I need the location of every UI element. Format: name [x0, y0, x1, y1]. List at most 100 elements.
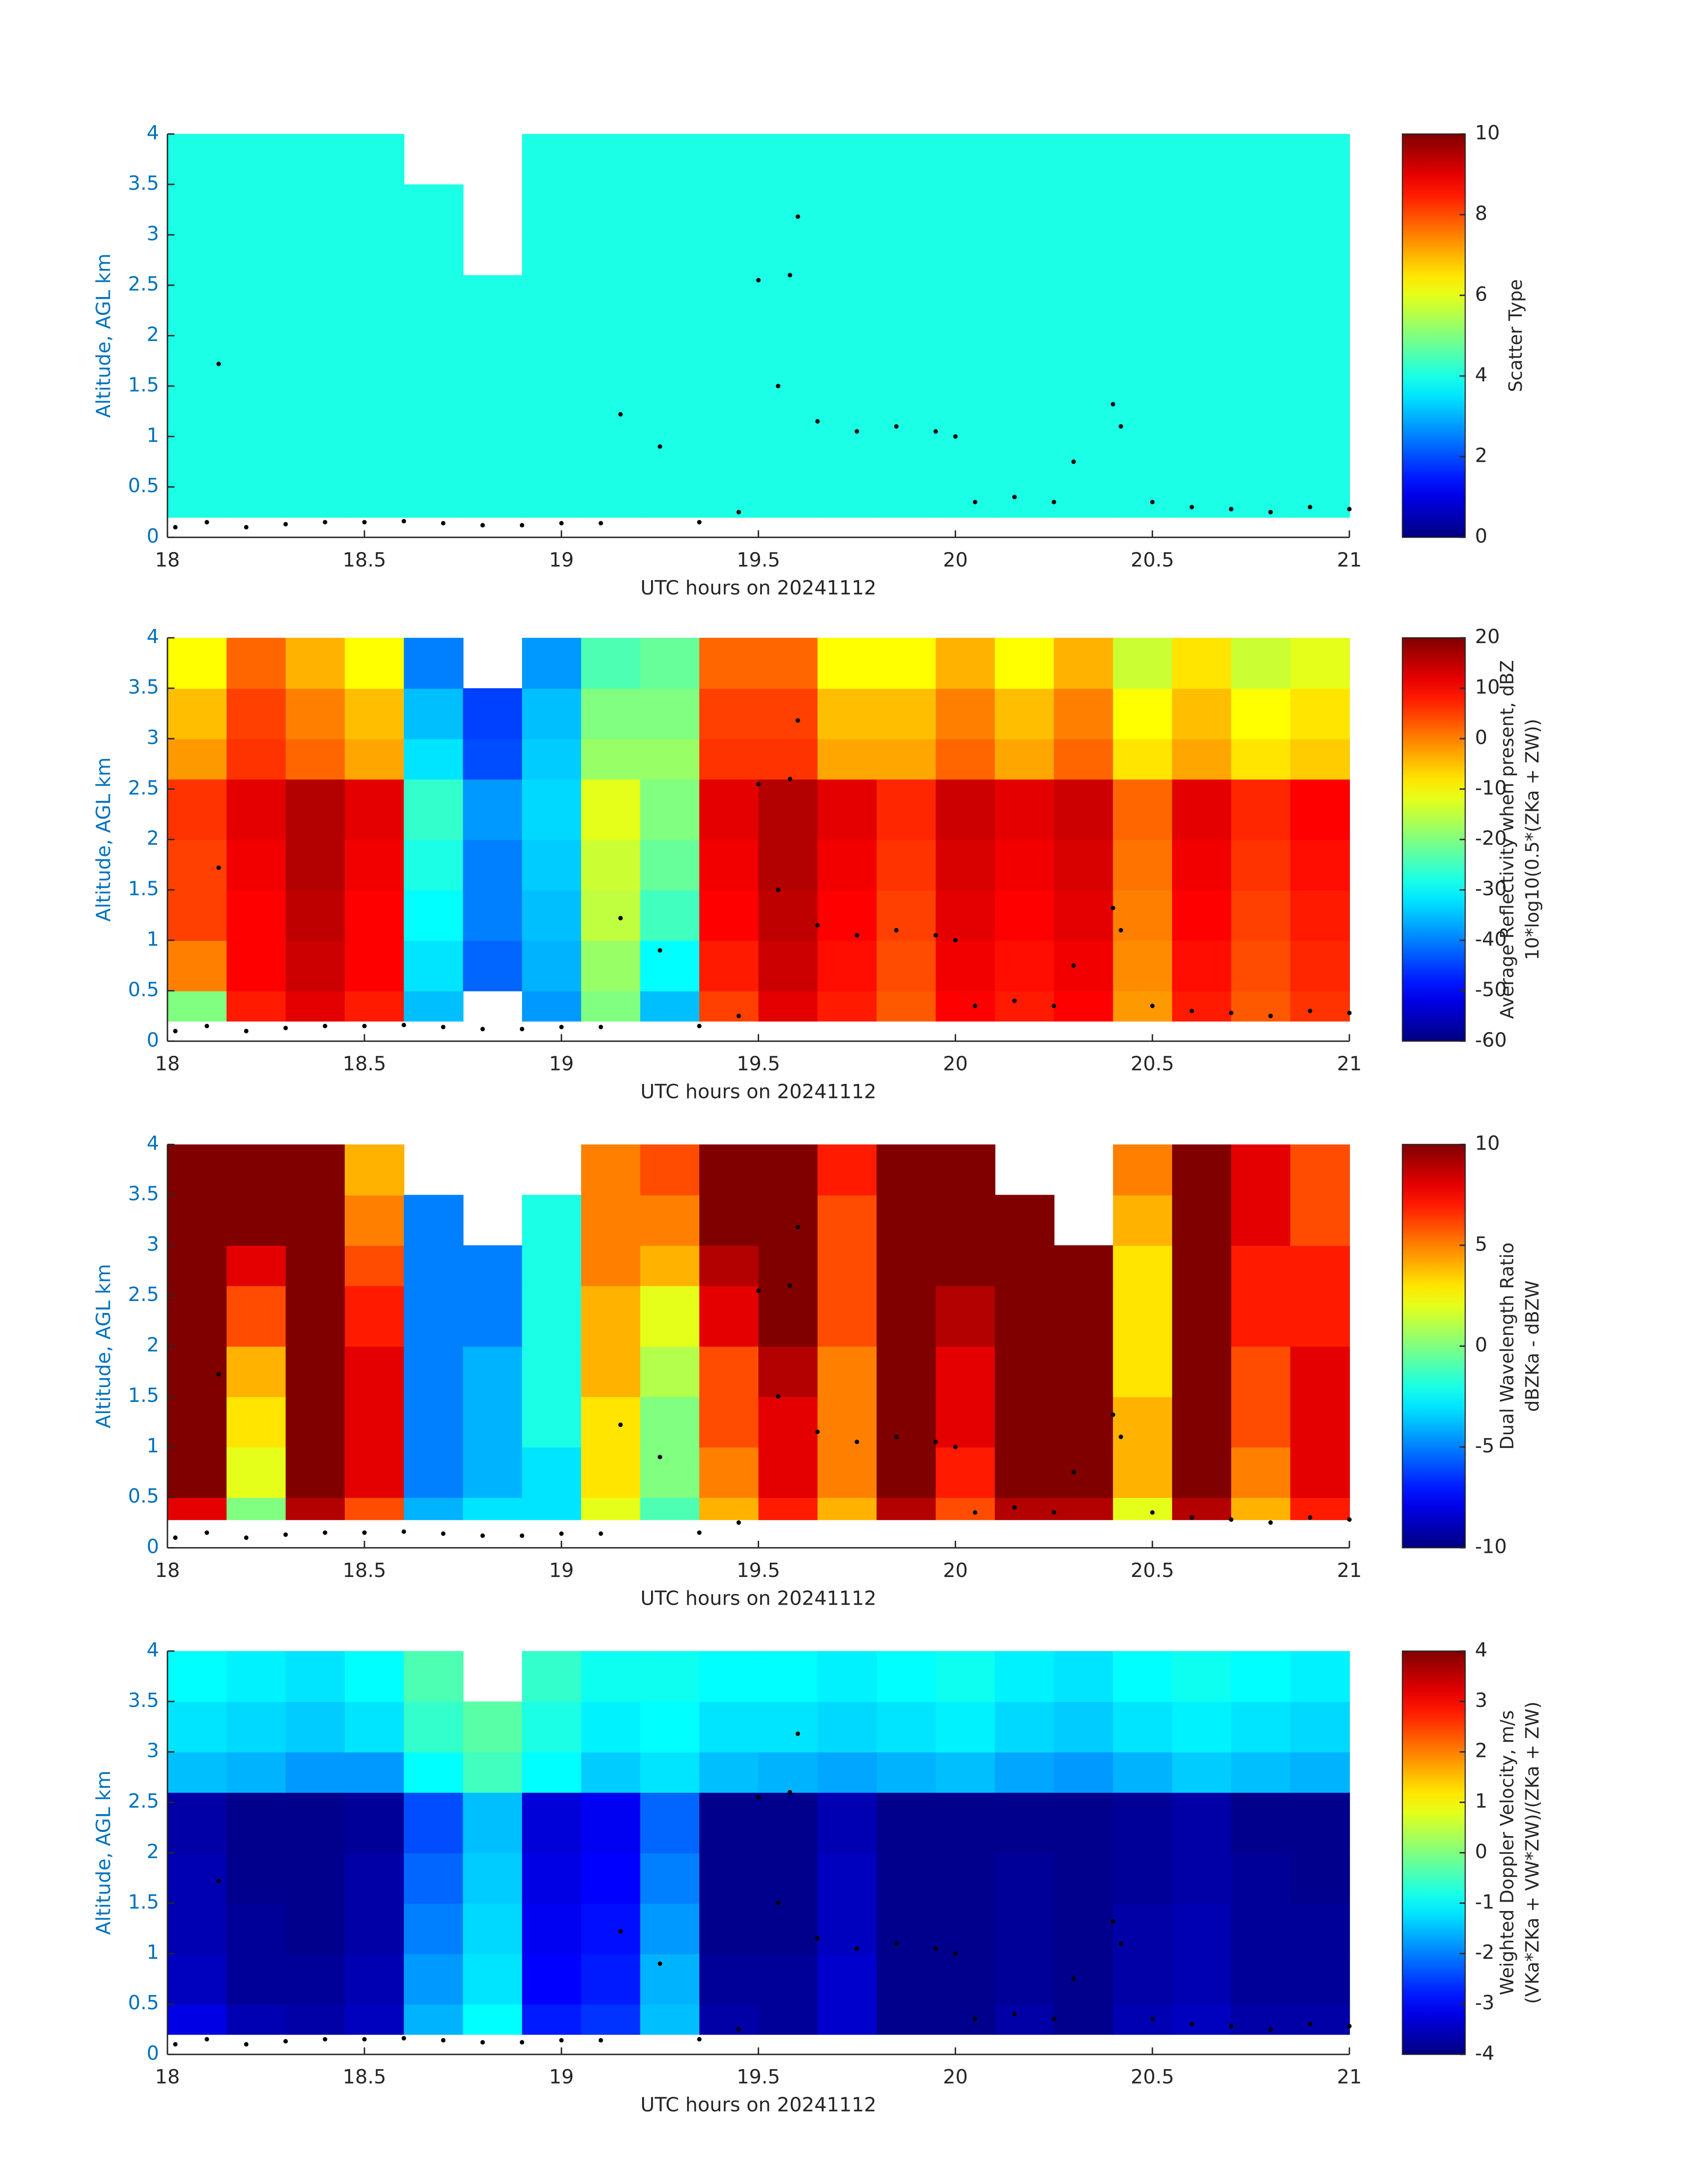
- heatmap-cell: [1290, 1853, 1350, 1904]
- heatmap-cell: [877, 1346, 936, 1397]
- data-point: [855, 933, 860, 938]
- heatmap-cell: [758, 134, 819, 185]
- colorbar-tick-label: -2: [1475, 1941, 1495, 1964]
- heatmap-cell: [758, 638, 819, 689]
- heatmap-cell: [994, 1792, 1055, 1853]
- heatmap-cell: [699, 1144, 759, 1196]
- data-point: [1150, 1510, 1155, 1515]
- data-point: [1189, 505, 1194, 510]
- heatmap-cell: [1172, 1903, 1232, 1954]
- heatmap-cell: [758, 779, 819, 840]
- data-point: [205, 1530, 209, 1535]
- data-point: [657, 948, 662, 953]
- heatmap-cell: [226, 1903, 286, 1954]
- heatmap-cell: [285, 1497, 346, 1520]
- heatmap-cell: [758, 688, 819, 740]
- heatmap-cell: [935, 688, 996, 740]
- heatmap-cell: [817, 1903, 877, 1954]
- heatmap-cell: [758, 436, 819, 488]
- heatmap-cell: [877, 1245, 936, 1286]
- heatmap-cell: [522, 1752, 582, 1793]
- heatmap-cell: [463, 1853, 523, 1904]
- data-point: [401, 1023, 406, 1028]
- data-point: [953, 938, 958, 943]
- heatmap-cell: [994, 2004, 1055, 2035]
- data-point: [953, 1951, 958, 1956]
- heatmap-cell: [522, 275, 582, 336]
- heatmap-cell: [581, 991, 641, 1022]
- heatmap-cell: [640, 275, 700, 336]
- heatmap-cell: [226, 1701, 286, 1752]
- heatmap-cell: [1054, 1903, 1114, 1954]
- heatmap-cell: [758, 839, 819, 891]
- heatmap-cell: [581, 436, 641, 488]
- heatmap-cell: [1231, 1285, 1291, 1347]
- heatmap-cell: [1054, 1396, 1114, 1448]
- x-tick-label: 19.5: [737, 548, 780, 571]
- heatmap-cell: [1113, 688, 1173, 740]
- heatmap-cell: [226, 1245, 286, 1286]
- heatmap-cell: [463, 1903, 523, 1954]
- data-point: [657, 1961, 662, 1966]
- x-tick-label: 18.5: [342, 548, 386, 571]
- y-tick-label: 0.5: [128, 1991, 159, 2014]
- heatmap-cell: [935, 779, 996, 840]
- heatmap-cell: [1172, 1346, 1232, 1397]
- x-axis-label: UTC hours on 20241112: [640, 2094, 877, 2116]
- heatmap-cell: [935, 638, 996, 689]
- data-point: [401, 2036, 406, 2041]
- colorbar-tick-label: 0: [1475, 726, 1487, 749]
- heatmap-cell: [994, 234, 1055, 276]
- heatmap-cell: [1172, 335, 1232, 387]
- data-point: [244, 1535, 249, 1540]
- heatmap-cell: [758, 1853, 819, 1904]
- data-point: [1150, 500, 1155, 505]
- heatmap-cell: [404, 487, 464, 518]
- heatmap-cell: [167, 1144, 227, 1196]
- heatmap-cell: [758, 1651, 819, 1702]
- heatmap-cell: [877, 1701, 936, 1752]
- heatmap-cell: [640, 1144, 700, 1196]
- x-tick-label: 20.5: [1131, 1559, 1174, 1582]
- data-point: [756, 278, 761, 283]
- data-point: [697, 1024, 702, 1029]
- heatmap-cell: [1290, 1245, 1350, 1286]
- data-point: [205, 520, 209, 525]
- heatmap-cell: [699, 1792, 759, 1853]
- heatmap-cell: [640, 2004, 700, 2035]
- heatmap-cell: [285, 738, 346, 780]
- heatmap-cell: [581, 1396, 641, 1448]
- heatmap-cell: [640, 1245, 700, 1286]
- heatmap-cell: [345, 1144, 405, 1196]
- x-tick-label: 20: [943, 1052, 968, 1075]
- x-tick-label: 18: [155, 1052, 180, 1075]
- colorbar-tick-label: 5: [1475, 1233, 1487, 1255]
- heatmap-cell: [1113, 1651, 1173, 1702]
- data-point: [401, 519, 406, 523]
- y-tick-label: 1: [146, 424, 159, 447]
- heatmap-cell: [581, 839, 641, 891]
- heatmap-cell: [345, 275, 405, 336]
- heatmap-cell: [1290, 839, 1350, 891]
- data-point: [283, 2039, 288, 2044]
- heatmap-cell: [285, 638, 346, 689]
- heatmap-cell: [758, 1792, 819, 1853]
- x-axis-label: UTC hours on 20241112: [640, 1080, 877, 1103]
- heatmap-cell: [1113, 386, 1173, 437]
- data-point: [1119, 1941, 1123, 1946]
- heatmap-cell: [167, 1497, 227, 1520]
- y-tick-label: 1.5: [128, 1384, 159, 1407]
- heatmap-cell: [285, 275, 346, 336]
- heatmap-cell: [226, 275, 286, 336]
- heatmap-cell: [581, 940, 641, 991]
- heatmap-cell: [1290, 134, 1350, 185]
- x-tick-label: 21: [1337, 548, 1362, 571]
- heatmap-cell: [522, 638, 582, 689]
- heatmap-cell: [1054, 839, 1114, 891]
- heatmap-cell: [758, 1953, 819, 2005]
- heatmap-cell: [167, 1853, 227, 1904]
- heatmap-cell: [404, 1701, 464, 1752]
- data-point: [1307, 1008, 1312, 1013]
- data-point: [776, 887, 781, 892]
- heatmap-cell: [285, 134, 346, 185]
